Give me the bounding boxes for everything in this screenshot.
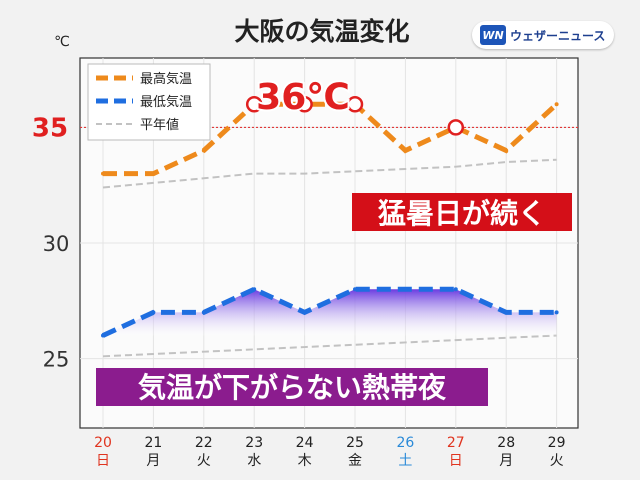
y-tick-label: 30 <box>43 232 70 256</box>
min-temp-point <box>151 310 156 315</box>
x-tick-weekday: 月 <box>499 453 513 469</box>
min-temp-point <box>302 310 307 315</box>
y-tick-label: 25 <box>43 348 70 372</box>
x-tick-date: 24 <box>296 435 314 451</box>
hot-day-marker <box>447 119 465 136</box>
tropical-night-text: 気温が下がらない熱帯夜 <box>138 371 447 404</box>
min-temp-point <box>554 310 559 315</box>
brand-logo: WN ウェザーニュース <box>472 21 614 49</box>
legend-label: 平年値 <box>140 117 179 133</box>
normal-line-high <box>102 158 557 189</box>
min-temp-point <box>504 310 509 315</box>
max-temp-point <box>554 102 559 107</box>
x-tick-weekday: 月 <box>146 453 160 469</box>
x-tick-date: 28 <box>497 435 515 451</box>
chart-title: 大阪の気温変化 <box>234 17 409 46</box>
max-temp-point <box>201 148 206 153</box>
max-temp-point <box>403 148 408 153</box>
x-tick-weekday: 水 <box>247 453 261 469</box>
hot-day-marker <box>296 96 313 113</box>
max-temp-point <box>151 171 156 176</box>
min-temp-point <box>453 287 458 292</box>
brand-name: ウェザーニュース <box>510 28 606 43</box>
peak-temp-label: 36℃ <box>256 77 350 118</box>
x-tick-date: 20 <box>94 435 112 451</box>
x-tick-date: 27 <box>447 435 465 451</box>
brand-mark-icon: WN <box>480 25 506 45</box>
min-temp-point <box>201 310 206 315</box>
x-tick-date: 22 <box>195 435 213 451</box>
legend-label: 最低気温 <box>140 94 192 110</box>
x-tick-weekday: 土 <box>398 453 412 469</box>
x-tick-weekday: 金 <box>348 453 362 469</box>
tropical-night-banner <box>96 368 488 406</box>
hot-days-text: 猛暑日が続く <box>378 197 546 230</box>
hot-day-marker <box>245 96 263 113</box>
x-tick-weekday: 木 <box>298 453 312 469</box>
x-tick-date: 25 <box>346 435 364 451</box>
x-tick-date: 29 <box>548 435 566 451</box>
tropical-night-area <box>103 289 557 336</box>
min-temp-point <box>252 287 257 292</box>
x-tick-weekday: 日 <box>96 453 110 469</box>
max-temp-line <box>103 101 559 177</box>
x-tick-weekday: 火 <box>550 453 564 469</box>
threshold-label: 35 <box>32 113 68 143</box>
legend-box <box>87 63 211 141</box>
min-temp-line <box>101 286 557 338</box>
x-tick-weekday: 日 <box>449 453 463 469</box>
min-temp-point <box>403 287 408 292</box>
hot-day-marker <box>346 96 364 113</box>
min-temp-point <box>353 287 357 292</box>
x-tick-date: 21 <box>144 435 162 451</box>
max-temp-point <box>504 148 509 153</box>
x-tick-weekday: 火 <box>197 453 211 469</box>
min-temp-point <box>101 333 105 338</box>
max-temp-point <box>101 171 105 176</box>
hot-days-banner <box>352 193 572 231</box>
y-axis-unit: ℃ <box>54 34 70 50</box>
x-tick-date: 23 <box>245 435 263 451</box>
normal-line-low <box>102 334 557 358</box>
legend-label: 最高気温 <box>140 71 192 87</box>
x-tick-date: 26 <box>396 435 414 451</box>
